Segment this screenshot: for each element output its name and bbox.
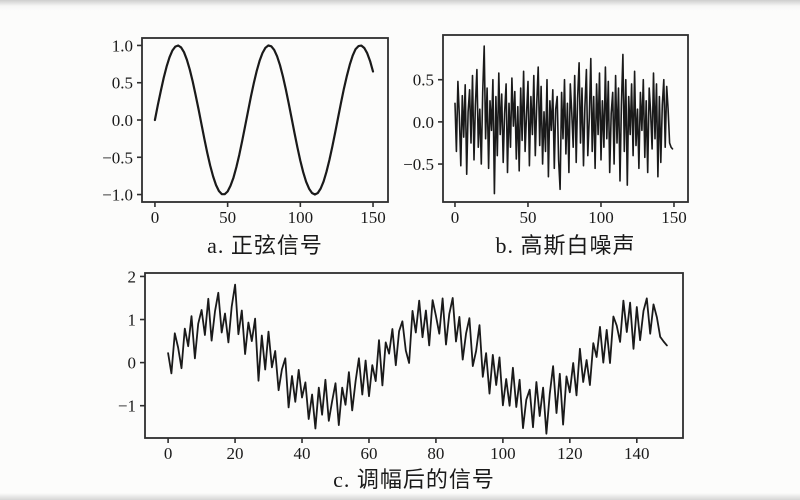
y-tick-label: −0.5: [403, 155, 434, 174]
caption-modulated-signal: c. 调幅后的信号: [333, 467, 495, 492]
x-tick-label: 0: [451, 208, 460, 227]
x-tick-label: 50: [219, 208, 236, 227]
x-tick-label: 50: [519, 208, 536, 227]
scan-artifact-bottom: [0, 493, 800, 500]
x-tick-label: 0: [164, 444, 173, 463]
x-tick-label: 60: [360, 444, 377, 463]
sine-signal-axes-frame: [141, 37, 389, 203]
y-tick-label: 0.0: [112, 111, 133, 130]
gaussian-noise-plot: 0 50 100 150 0.5 0.0 −0.5: [403, 34, 689, 227]
modulated-signal-axes-frame: [144, 272, 684, 439]
y-tick-label: 1: [128, 311, 137, 330]
gaussian-white-noise-axes-frame: [442, 34, 689, 203]
sine-signal-plot: 0 50 100 150 1.0 0.5 0.0 −0.5 −1.0: [102, 36, 389, 227]
x-tick-label: 140: [624, 444, 650, 463]
y-tick-label: 1.0: [112, 36, 133, 55]
y-tick-label: −0.5: [102, 148, 133, 167]
sine-signal-line: [153, 44, 375, 196]
gaussian-white-noise-line: [454, 45, 674, 195]
x-tick-label: 150: [360, 208, 386, 227]
x-tick-label: 150: [661, 208, 687, 227]
x-tick-label: 100: [588, 208, 614, 227]
x-tick-label: 20: [227, 444, 244, 463]
x-tick-label: 120: [557, 444, 583, 463]
modulated-signal-line: [167, 283, 668, 435]
x-tick-label: 100: [288, 208, 314, 227]
y-tick-label: 0.5: [413, 71, 434, 90]
scan-artifact-top: [0, 0, 800, 11]
modulated-signal-plot: 0 20 40 60 80 100 120 140 2 1 0 −1: [118, 267, 684, 463]
y-tick-label: −1: [118, 397, 136, 416]
y-tick-label: −1.0: [102, 186, 133, 205]
y-tick-label: 0.0: [413, 113, 434, 132]
y-tick-label: 0: [128, 354, 137, 373]
caption-sine-signal: a. 正弦信号: [207, 233, 323, 258]
y-tick-label: 0.5: [112, 74, 133, 93]
x-tick-label: 0: [151, 208, 160, 227]
x-tick-label: 100: [490, 444, 516, 463]
x-tick-label: 80: [427, 444, 444, 463]
y-tick-label: 2: [128, 267, 137, 286]
x-tick-label: 40: [294, 444, 311, 463]
caption-gaussian-noise: b. 高斯白噪声: [495, 233, 636, 258]
